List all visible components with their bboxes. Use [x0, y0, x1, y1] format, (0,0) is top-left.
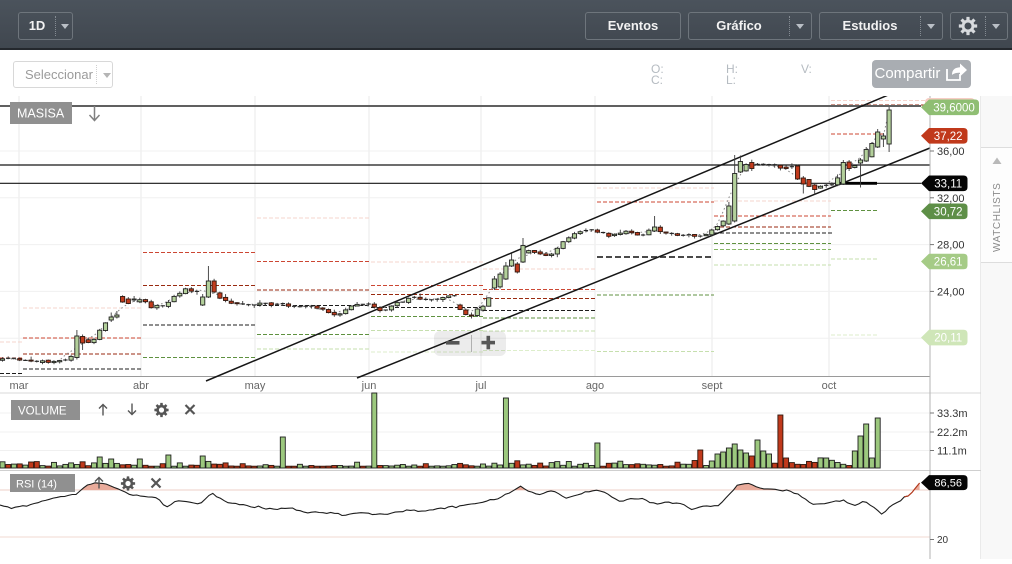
- svg-text:28,00: 28,00: [937, 240, 965, 252]
- svg-text:mar: mar: [10, 380, 29, 392]
- svg-text:may: may: [245, 380, 266, 392]
- svg-text:30,72: 30,72: [934, 206, 963, 218]
- svg-text:oct: oct: [822, 380, 837, 392]
- svg-text:24,00: 24,00: [937, 286, 965, 298]
- svg-text:20,11: 20,11: [934, 333, 962, 345]
- svg-text:20: 20: [937, 535, 949, 546]
- svg-text:32,00: 32,00: [937, 193, 965, 205]
- svg-text:MASISA: MASISA: [17, 107, 65, 121]
- svg-text:jun: jun: [361, 380, 377, 392]
- svg-text:36,00: 36,00: [937, 146, 965, 158]
- svg-text:11.1m: 11.1m: [937, 446, 967, 458]
- svg-text:ago: ago: [586, 380, 604, 392]
- svg-text:33,11: 33,11: [934, 178, 962, 190]
- svg-text:22.2m: 22.2m: [937, 427, 968, 439]
- svg-text:RSI (14): RSI (14): [16, 479, 57, 491]
- svg-text:abr: abr: [133, 380, 149, 392]
- svg-text:VOLUME: VOLUME: [18, 406, 67, 418]
- svg-text:39,6000: 39,6000: [933, 102, 975, 114]
- svg-text:jul: jul: [474, 380, 486, 392]
- svg-text:WATCHLISTS: WATCHLISTS: [992, 183, 1003, 252]
- svg-text:sept: sept: [702, 380, 723, 392]
- svg-text:33.3m: 33.3m: [937, 408, 968, 420]
- svg-text:37,22: 37,22: [934, 131, 963, 143]
- svg-text:26,61: 26,61: [934, 257, 963, 269]
- svg-text:86,56: 86,56: [934, 478, 962, 490]
